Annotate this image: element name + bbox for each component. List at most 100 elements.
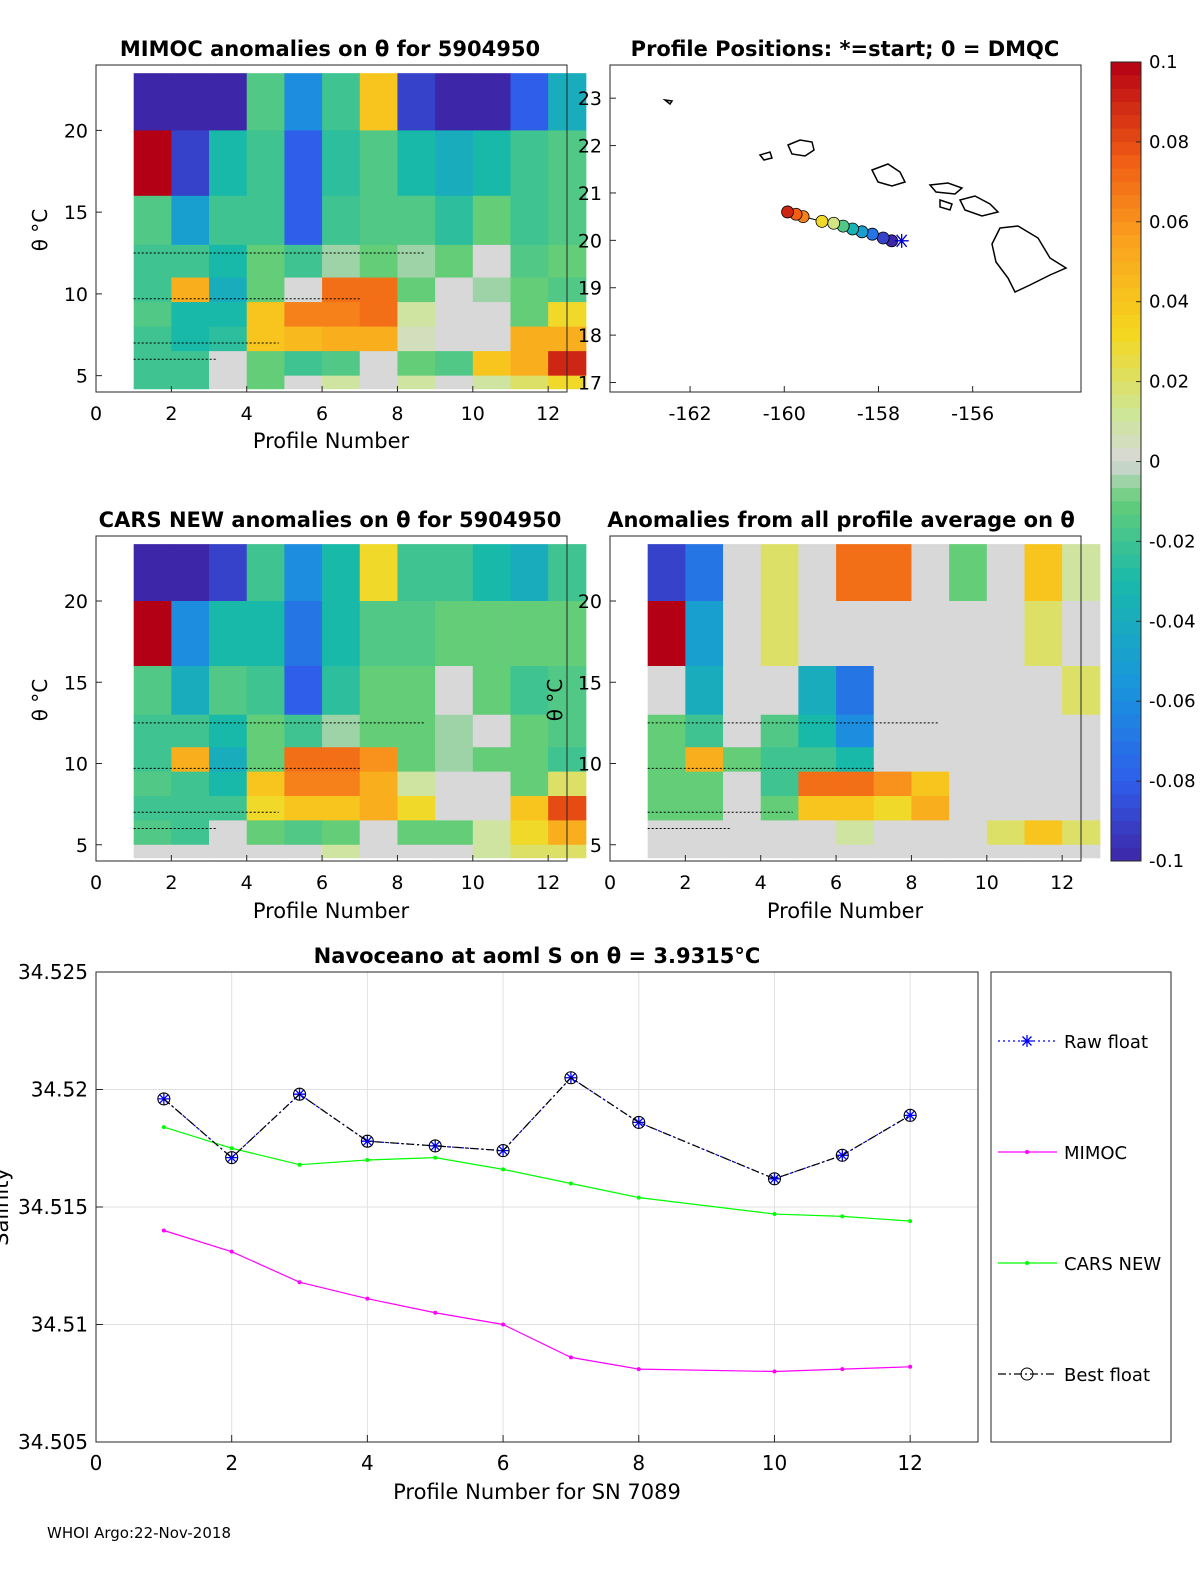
mimoc-legend-marker bbox=[1025, 1150, 1029, 1154]
cars-cell bbox=[397, 714, 436, 748]
average-cell bbox=[760, 666, 799, 716]
cars-new-point bbox=[433, 1155, 438, 1160]
colorbar-swatch bbox=[1111, 394, 1141, 409]
salinity-xtick-label: 12 bbox=[897, 1451, 922, 1475]
colorbar-swatch bbox=[1111, 354, 1141, 369]
mimoc-cell bbox=[246, 326, 285, 352]
average-cell bbox=[873, 771, 912, 797]
average-cell bbox=[685, 666, 724, 716]
mimoc-xtick-label: 12 bbox=[536, 403, 560, 425]
profile-position-marker bbox=[815, 214, 829, 228]
colorbar-tick-label: 0.06 bbox=[1149, 212, 1189, 233]
best-float-point bbox=[157, 1092, 171, 1106]
average-cell bbox=[723, 796, 762, 821]
profile-position-marker bbox=[781, 205, 794, 219]
cars-cell bbox=[209, 771, 248, 797]
average-cell bbox=[911, 714, 950, 748]
mimoc-ytick-label: 5 bbox=[76, 366, 88, 388]
average-cell bbox=[1024, 844, 1063, 859]
colorbar-tick-label: -0.04 bbox=[1149, 611, 1196, 632]
island-outline bbox=[787, 139, 815, 157]
mimoc-cell bbox=[171, 375, 210, 390]
average-cell bbox=[647, 747, 686, 773]
average-cell bbox=[986, 771, 1025, 797]
average-cell bbox=[911, 771, 950, 797]
mimoc-cell bbox=[397, 326, 436, 352]
cars-ytick-label: 10 bbox=[64, 754, 88, 776]
positions-ytick-label: 23 bbox=[578, 88, 602, 110]
mimoc-cell bbox=[322, 351, 361, 377]
mimoc-cell bbox=[435, 244, 474, 279]
colorbar-swatch bbox=[1111, 834, 1141, 849]
best-float-line bbox=[163, 1076, 911, 1180]
average-ytick-label: 15 bbox=[578, 672, 602, 694]
raw-float-point bbox=[904, 1109, 917, 1122]
mimoc-frame bbox=[95, 64, 568, 393]
mimoc-cell bbox=[435, 302, 474, 328]
cars-xtick-label: 0 bbox=[90, 872, 102, 894]
average-cell bbox=[949, 714, 988, 748]
average-xtick-label: 8 bbox=[905, 872, 917, 894]
cars-cell bbox=[246, 601, 285, 667]
best-float-legend-marker bbox=[1020, 1367, 1034, 1381]
average-cell bbox=[873, 666, 912, 716]
mimoc-cell bbox=[284, 302, 323, 328]
mimoc-cell bbox=[510, 195, 549, 246]
cars-new-point bbox=[568, 1181, 573, 1186]
mimoc-cell bbox=[284, 375, 323, 390]
colorbar-tick-label: 0.02 bbox=[1149, 372, 1189, 393]
cars-cell bbox=[209, 820, 248, 846]
cars-new-point bbox=[772, 1212, 777, 1217]
average-cell bbox=[723, 771, 762, 797]
mimoc-cell bbox=[510, 375, 549, 390]
cars-cell bbox=[359, 601, 398, 667]
cars-new-point bbox=[908, 1219, 913, 1224]
cars-cell bbox=[397, 666, 436, 716]
colorbar-tick-label: 0.04 bbox=[1149, 292, 1189, 313]
salinity-xtick-label: 10 bbox=[762, 1451, 787, 1475]
mimoc-cell bbox=[171, 326, 210, 352]
island-outline bbox=[958, 195, 1000, 217]
average-cell bbox=[836, 796, 875, 821]
average-cell bbox=[986, 544, 1025, 602]
average-cell bbox=[986, 796, 1025, 821]
positions-xtick-label: -156 bbox=[951, 403, 994, 425]
legend-frame bbox=[990, 971, 1172, 1443]
cars-cell bbox=[322, 796, 361, 821]
mimoc-xlabel: Profile Number bbox=[253, 429, 410, 453]
cars-new-point bbox=[840, 1214, 845, 1219]
mimoc-cell bbox=[435, 73, 474, 131]
average-cell bbox=[685, 844, 724, 859]
average-xtick-label: 2 bbox=[679, 872, 691, 894]
cars-cell bbox=[359, 771, 398, 797]
average-cell bbox=[836, 714, 875, 748]
colorbar-swatch bbox=[1111, 568, 1141, 582]
cars-cell bbox=[359, 820, 398, 846]
cars-cell bbox=[133, 666, 172, 716]
cars-cell bbox=[397, 844, 436, 859]
salinity-ytick-label: 34.515 bbox=[18, 1195, 88, 1219]
cars-cell bbox=[472, 714, 511, 748]
island-outline bbox=[758, 151, 773, 161]
cars-new-point bbox=[365, 1158, 370, 1162]
mimoc-cell bbox=[397, 302, 436, 328]
cars-cell bbox=[246, 844, 285, 859]
colorbar-swatch bbox=[1111, 847, 1141, 862]
colorbar-swatch bbox=[1111, 88, 1141, 103]
colorbar-swatch bbox=[1111, 701, 1141, 716]
average-ytick-label: 10 bbox=[578, 754, 602, 776]
positions-ytick-label: 17 bbox=[578, 373, 602, 395]
colorbar-swatch bbox=[1111, 781, 1141, 795]
mimoc-point bbox=[501, 1322, 506, 1327]
positions-ytick-label: 21 bbox=[578, 183, 602, 205]
cars-cell bbox=[435, 771, 474, 797]
colorbar-tick-label: 0.1 bbox=[1149, 52, 1178, 73]
average-cell bbox=[1024, 747, 1063, 773]
average-cell bbox=[1024, 666, 1063, 716]
cars-cell bbox=[472, 544, 511, 602]
salinity-ytick-label: 34.51 bbox=[31, 1313, 88, 1337]
average-xtick-label: 12 bbox=[1050, 872, 1074, 894]
cars-cell bbox=[284, 796, 323, 821]
cars-xtick-label: 12 bbox=[536, 872, 560, 894]
cars-cell bbox=[359, 714, 398, 748]
